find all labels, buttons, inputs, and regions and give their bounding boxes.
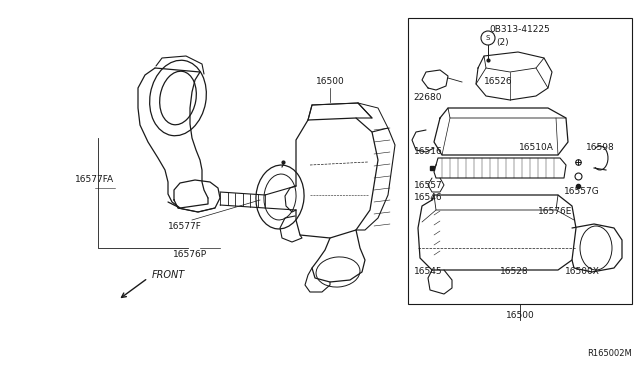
- Text: (2): (2): [497, 38, 509, 46]
- Text: R165002M: R165002M: [588, 349, 632, 358]
- Text: 16576E: 16576E: [538, 208, 572, 217]
- Text: 16516: 16516: [413, 148, 442, 157]
- Text: 16557G: 16557G: [564, 187, 600, 196]
- Text: FRONT: FRONT: [152, 270, 185, 280]
- Text: 16510A: 16510A: [518, 144, 554, 153]
- Text: 16576P: 16576P: [173, 250, 207, 259]
- Text: 16545: 16545: [413, 267, 442, 276]
- Text: S: S: [486, 35, 490, 41]
- Text: 16577FA: 16577FA: [76, 176, 115, 185]
- Text: 16500: 16500: [316, 77, 344, 86]
- Text: 22680: 22680: [413, 93, 442, 102]
- Text: 0B313-41225: 0B313-41225: [490, 26, 550, 35]
- Text: 16528: 16528: [500, 267, 528, 276]
- Bar: [408, 18, 632, 304]
- Text: 16598: 16598: [586, 144, 614, 153]
- Text: 16526: 16526: [484, 77, 512, 87]
- Text: 16500X: 16500X: [564, 267, 600, 276]
- Text: 16557: 16557: [413, 180, 442, 189]
- Text: 16577F: 16577F: [168, 222, 202, 231]
- Text: 16546: 16546: [413, 193, 442, 202]
- Text: 16500: 16500: [506, 311, 534, 321]
